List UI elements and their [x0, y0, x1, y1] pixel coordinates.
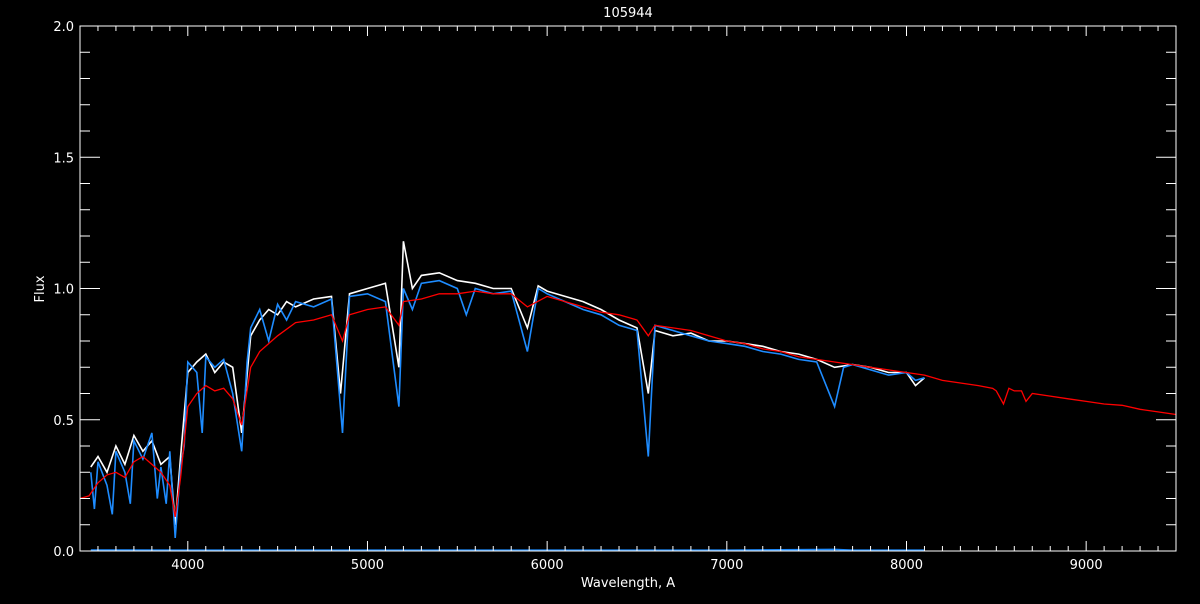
y-tick-label: 2.0 [53, 20, 74, 35]
series-line-2 [79, 290, 1177, 518]
x-tick-label: 7000 [710, 558, 743, 573]
y-tick-label: 0.5 [53, 414, 74, 429]
series-line-0 [90, 241, 926, 525]
y-tick-label: 1.0 [53, 283, 74, 298]
x-tick-label: 4000 [171, 558, 204, 573]
x-tick-label: 5000 [351, 558, 384, 573]
x-axis-label: Wavelength, A [581, 576, 675, 591]
plot-frame [79, 25, 1177, 552]
y-tick-label: 0.0 [53, 545, 74, 560]
x-tick-label: 8000 [890, 558, 923, 573]
y-tick-label: 1.5 [53, 151, 74, 166]
x-tick-label: 6000 [531, 558, 564, 573]
series-line-3 [90, 548, 925, 552]
axes-layer: 4000 5000 6000 7000 8000 9000 0.0 0.5 1.0 1.5 2.0 [53, 20, 1177, 573]
series-layer [79, 241, 1177, 552]
chart-title: 105944 [603, 6, 653, 21]
x-tick-label: 9000 [1070, 558, 1103, 573]
y-axis-label: Flux [33, 275, 48, 302]
series-line-1 [90, 279, 925, 538]
